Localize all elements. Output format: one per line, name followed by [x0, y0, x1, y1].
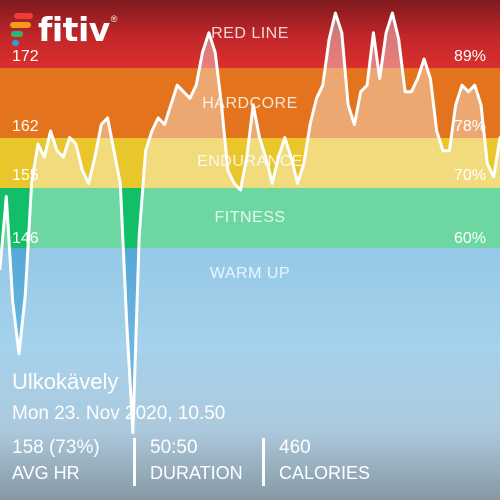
stat-avg-hr-label: AVG HR — [12, 463, 80, 483]
zone-label-red-line: RED LINE — [211, 25, 289, 42]
stats-divider — [262, 438, 265, 486]
hr-threshold-162: 162 — [12, 118, 39, 135]
stat-duration-label: DURATION — [150, 463, 243, 483]
stat-avg-hr-value: 158 (73%) — [12, 437, 100, 458]
pct-threshold-70: 70% — [453, 167, 486, 184]
workout-datetime: Mon 23. Nov 2020, 10.50 — [12, 403, 226, 424]
stat-duration-value: 50:50 — [150, 437, 198, 458]
stat-avg-hr: 158 (73%) AVG HR — [12, 436, 100, 486]
pct-threshold-60: 60% — [453, 230, 486, 247]
workout-title: Ulkokävely — [12, 369, 119, 394]
heart-rate-area — [0, 13, 500, 500]
fitiv-logo-icon — [10, 13, 33, 46]
hr-threshold-146: 146 — [12, 230, 39, 247]
stats-divider — [133, 438, 136, 486]
zone-band-red-line — [0, 0, 500, 68]
registered-mark: ® — [110, 14, 118, 24]
zone-band-fitness — [0, 188, 500, 248]
zone-label-endurance: ENDURANCE — [197, 153, 303, 170]
zone-band-warm-up — [0, 248, 500, 500]
zone-label-hardcore: HARDCORE — [202, 95, 298, 112]
stats-bar: 158 (73%) AVG HR 50:50 DURATION 460 CALO… — [0, 436, 500, 488]
stat-calories-value: 460 — [279, 437, 311, 458]
stat-calories: 460 CALORIES — [279, 436, 370, 486]
fitiv-logo: fitiv ® — [10, 10, 117, 48]
heart-rate-line — [0, 11, 500, 434]
hr-threshold-172: 172 — [12, 48, 39, 65]
zone-label-fitness: FITNESS — [214, 209, 286, 226]
stat-duration: 50:50 DURATION — [150, 436, 243, 486]
stat-calories-label: CALORIES — [279, 463, 371, 483]
hr-threshold-155: 155 — [12, 167, 39, 184]
fitiv-wordmark: fitiv — [38, 9, 110, 49]
zone-band-endurance — [0, 138, 500, 188]
pct-threshold-78: 78% — [453, 118, 486, 135]
pct-threshold-89: 89% — [453, 48, 486, 65]
zone-label-warm-up: WARM UP — [209, 265, 291, 282]
